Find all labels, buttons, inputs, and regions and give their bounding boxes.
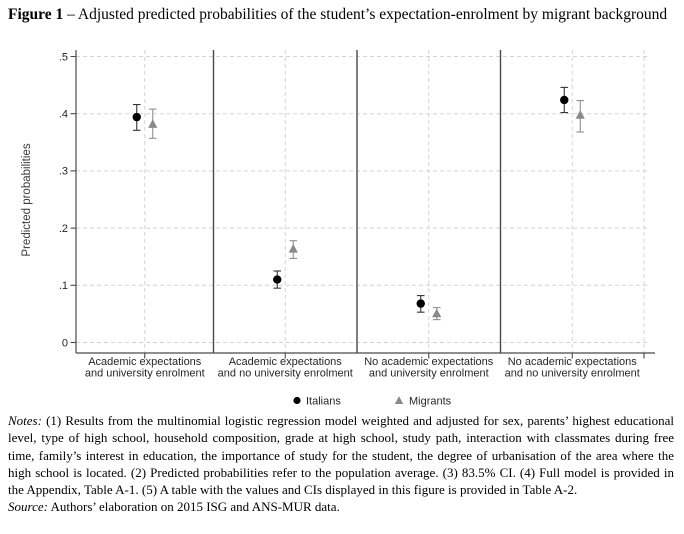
x-category-label: and university enrolment [369, 368, 489, 380]
y-axis-title: Predicted probabilities [21, 143, 33, 256]
data-point-circle [416, 299, 425, 308]
series-italians [132, 86, 569, 313]
x-axis-ticks [144, 353, 645, 359]
y-axis-ticks: 0 .1 .2 .3 .4 .5 [59, 51, 76, 349]
legend: Italians Migrants [293, 396, 452, 408]
x-category-label: and no university enrolment [505, 368, 640, 380]
x-gridlines [144, 50, 645, 353]
axes [75, 50, 655, 354]
y-tick-label: 0 [62, 337, 68, 349]
figure-caption: Figure 1 – Adjusted predicted probabilit… [8, 5, 674, 24]
data-point-circle [273, 275, 282, 284]
x-category-label: No academic expectations [508, 356, 638, 368]
data-point-triangle [394, 396, 404, 404]
y-tick-label: .5 [59, 51, 68, 63]
x-category-label: No academic expectations [364, 356, 494, 368]
panel-separators [212, 50, 502, 353]
y-gridlines [76, 56, 648, 343]
figure-label: Figure 1 [8, 6, 64, 23]
data-point-circle [132, 112, 141, 122]
data-point-circle [560, 95, 569, 105]
source-text: Authors’ elaboration on 2015 ISG and ANS… [47, 499, 340, 515]
y-tick-label: .2 [59, 223, 68, 235]
y-tick-label: .4 [59, 109, 68, 121]
x-category-label: and university enrolment [85, 368, 205, 380]
series-migrants [148, 99, 585, 321]
data-point-triangle [288, 243, 298, 253]
x-category-label: Academic expectations [229, 356, 343, 368]
figure-dash: – [67, 6, 75, 23]
data-point-triangle [148, 119, 158, 128]
source-label: Source: [8, 499, 48, 515]
y-axis-title: Predicted probabilities [21, 143, 33, 256]
legend-label-italians: Italians [306, 396, 341, 408]
x-category-label: and no university enrolment [218, 368, 353, 380]
notes-block: Notes: (1) Results from the multinomial … [8, 412, 674, 516]
x-category-label: Academic expectations [88, 356, 202, 368]
data-point-circle [293, 396, 301, 405]
source-line: Source: Authors’ elaboration on 2015 ISG… [8, 498, 674, 515]
data-point-triangle [432, 308, 442, 318]
y-tick-label: .3 [59, 166, 68, 178]
figure-title: Adjusted predicted probabilities of the … [77, 6, 668, 23]
legend-label-migrants: Migrants [409, 396, 452, 408]
notes-paragraph: Notes: (1) Results from the multinomial … [8, 412, 674, 498]
data-point-triangle [575, 110, 585, 119]
notes-label: Notes: [8, 413, 42, 428]
probability-chart: 0.1.2.3.4.5 Academic expectations and univ… [0, 44, 684, 412]
notes-text: (1) Results from the multinomial logisti… [8, 413, 674, 498]
y-tick-label: .1 [59, 280, 68, 292]
